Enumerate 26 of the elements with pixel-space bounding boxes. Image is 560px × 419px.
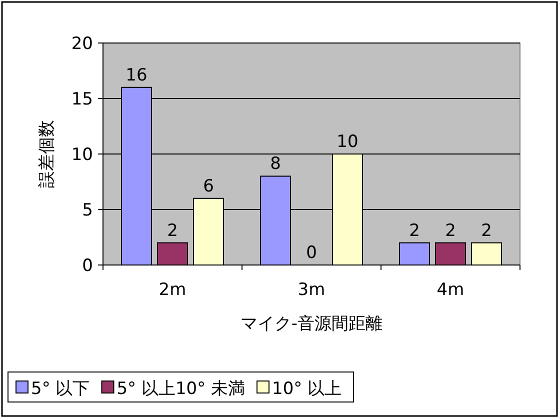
bar (157, 242, 188, 266)
x-axis-title: マイク-音源間距離 (240, 314, 383, 334)
y-tick-label: 20 (71, 34, 93, 54)
data-label: 16 (126, 65, 148, 86)
data-label: 6 (203, 176, 214, 196)
data-label: 2 (409, 220, 420, 241)
data-label: 10 (336, 132, 358, 152)
data-label: 2 (167, 220, 178, 241)
data-label: 8 (270, 154, 281, 174)
y-tick-label: 10 (71, 145, 93, 165)
legend-label: 10° 以上 (272, 379, 342, 399)
y-tick-label: 5 (82, 200, 93, 220)
y-tick-label: 0 (82, 256, 93, 276)
y-tick-label: 15 (71, 90, 93, 110)
legend-label: 5° 以上10° 未満 (116, 379, 245, 399)
bar (435, 242, 466, 266)
bar (471, 242, 502, 266)
x-tick-label: 4m (436, 280, 464, 300)
data-label: 2 (445, 220, 456, 241)
x-tick-label: 3m (298, 280, 326, 300)
data-label: 2 (481, 220, 492, 241)
y-axis-title: 誤差個数 (37, 120, 57, 188)
data-label: 0 (306, 243, 317, 263)
x-tick-label: 2m (158, 280, 186, 300)
bar (399, 242, 430, 266)
legend-label: 5° 以下 (31, 379, 90, 399)
